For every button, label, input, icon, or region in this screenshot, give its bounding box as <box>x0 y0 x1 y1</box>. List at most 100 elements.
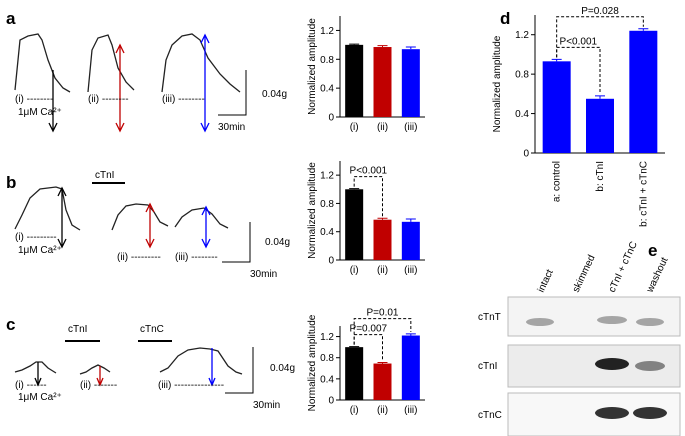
panel-label: a <box>6 9 16 28</box>
y-tick-label: 0.4 <box>320 374 334 385</box>
y-tick-label: 1.2 <box>320 26 334 37</box>
trace <box>14 33 241 93</box>
x-tick-label: (ii) <box>377 265 388 276</box>
error-bar <box>405 46 416 50</box>
arrows <box>48 33 210 133</box>
scale-x: 30min <box>253 400 280 411</box>
trace-label: (iii) -------- <box>162 94 205 105</box>
scale-bar <box>218 70 247 116</box>
scale-bar <box>225 347 254 394</box>
stimulus: 1μM Ca²⁺ <box>18 392 62 403</box>
annotation: P=0.007 <box>350 324 388 335</box>
panel-label: d <box>500 9 510 28</box>
panel-label: c <box>6 315 15 334</box>
scale-bar <box>222 222 251 263</box>
arrows <box>34 348 216 387</box>
y-tick-label: 0 <box>328 113 334 124</box>
scale-y: 0.04g <box>265 237 290 248</box>
scale-x: 30min <box>218 122 245 133</box>
blot-row <box>507 296 681 337</box>
panel-label: b <box>6 173 16 192</box>
error-bar <box>638 28 649 31</box>
annotation: P<0.001 <box>560 36 598 47</box>
y-tick-label: 0.4 <box>320 84 334 95</box>
panel-label: e <box>648 241 657 260</box>
error-bar <box>595 95 605 99</box>
x-tick-label: (i) <box>350 265 359 276</box>
x-tick-label: (iii) <box>404 405 417 416</box>
error-bar <box>405 333 416 336</box>
trace-label: (i) ------ <box>15 380 47 391</box>
bar <box>373 219 392 260</box>
bar <box>629 30 658 153</box>
y-axis-label: Normalized amplitude <box>307 314 318 411</box>
stimulus: 1μM Ca²⁺ <box>18 245 62 256</box>
x-tick-label: (i) <box>350 122 359 133</box>
bar <box>345 44 364 117</box>
error-bar <box>377 45 388 48</box>
y-axis-label: Normalized amplitude <box>307 18 318 115</box>
lane-label: intact <box>536 268 556 295</box>
y-tick-label: 1.2 <box>320 171 334 182</box>
annotation: P=0.01 <box>367 308 399 319</box>
x-tick-label: b: cTnI <box>595 161 606 192</box>
trace-label: (i) --------- <box>15 232 57 243</box>
y-tick-label: 0.8 <box>515 70 529 81</box>
error-bar <box>349 346 360 348</box>
blot-row-label: cTnC <box>478 410 502 421</box>
trace-label: (ii) --------- <box>117 252 161 263</box>
bar <box>373 47 392 118</box>
treatment: cTnC <box>140 324 164 335</box>
bar <box>542 61 571 154</box>
trace-label: (ii) -------- <box>88 94 129 105</box>
annotation: P=0.028 <box>581 6 619 17</box>
y-axis-label: Normalized amplitude <box>307 162 318 259</box>
scale-x: 30min <box>250 269 277 280</box>
bar <box>373 363 392 400</box>
x-tick-label: (iii) <box>404 122 417 133</box>
bar <box>401 221 420 260</box>
blot-row-label: cTnI <box>478 361 497 372</box>
error-bar <box>405 218 416 222</box>
x-tick-label: b: cTnI + cTnC <box>638 161 649 227</box>
x-tick-label: (i) <box>350 405 359 416</box>
scale-y: 0.04g <box>262 89 287 100</box>
error-bar <box>377 217 388 220</box>
y-axis-label: Normalized amplitude <box>492 35 503 132</box>
x-tick-label: (ii) <box>377 405 388 416</box>
blot-row-label: cTnT <box>478 312 501 323</box>
trace-label: (ii) ------- <box>80 380 117 391</box>
y-tick-label: 1.2 <box>515 30 529 41</box>
y-tick-label: 0 <box>328 256 334 267</box>
x-tick-label: a: control <box>552 161 563 202</box>
annotation: P<0.001 <box>350 166 388 177</box>
trace <box>14 186 229 231</box>
treatment: cTnI <box>68 324 87 335</box>
trace-label: (iii) -------- <box>175 252 218 263</box>
lane-label: cTnI + cTnC <box>607 240 640 294</box>
y-tick-label: 0.8 <box>320 199 334 210</box>
stimulus: 1μM Ca²⁺ <box>18 107 62 118</box>
lane-label: skimmed <box>571 253 598 294</box>
bar <box>345 189 364 260</box>
trace-label: (iii) --------------- <box>158 380 224 391</box>
lane-label: washout <box>644 256 670 296</box>
y-tick-label: 0.4 <box>515 109 529 120</box>
trace-label: (i) -------- <box>15 94 53 105</box>
scale-y: 0.04g <box>270 363 295 374</box>
y-tick-label: 0.8 <box>320 55 334 66</box>
error-bar <box>349 188 360 190</box>
y-tick-label: 0.4 <box>320 227 334 238</box>
bar <box>401 49 420 117</box>
trace <box>14 347 243 375</box>
y-tick-label: 0 <box>328 396 334 407</box>
bands <box>526 316 667 419</box>
error-bar <box>377 361 388 364</box>
treatment: cTnI <box>95 170 114 181</box>
arrows <box>57 186 211 249</box>
error-bar <box>349 43 360 45</box>
bar <box>345 347 364 400</box>
x-tick-label: (ii) <box>377 122 388 133</box>
bar <box>586 98 614 153</box>
